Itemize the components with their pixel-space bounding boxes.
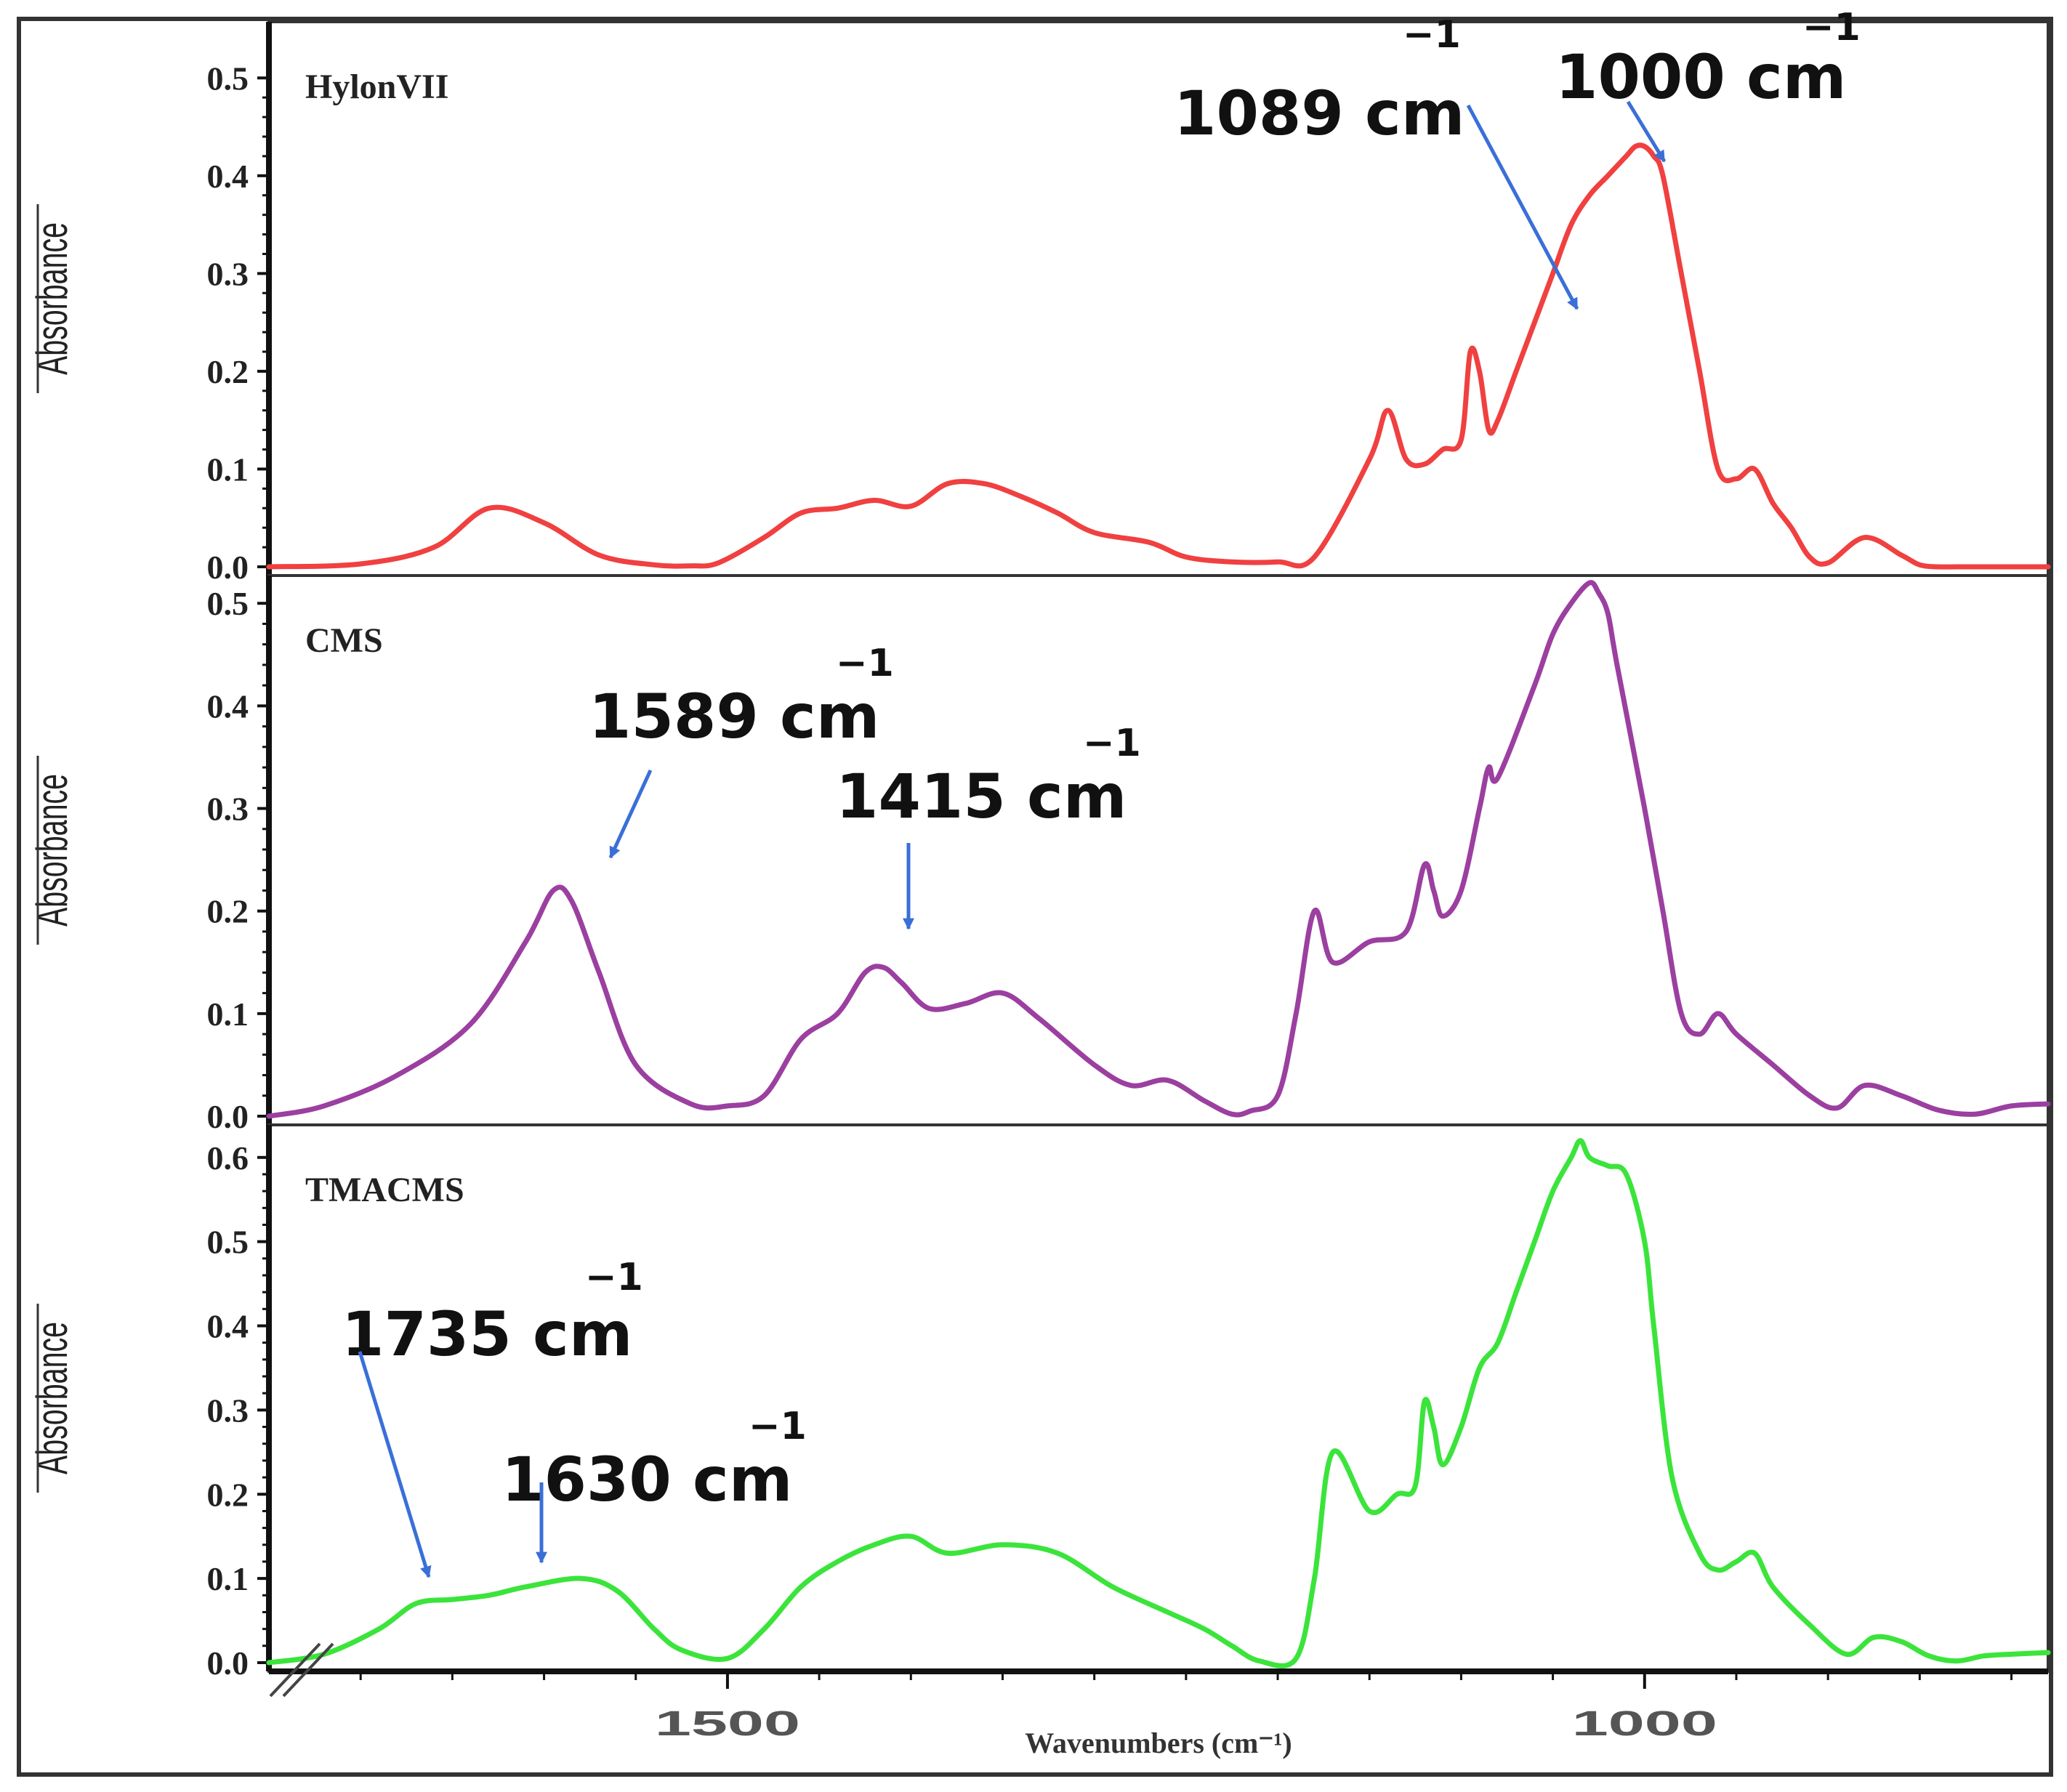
panel-hylonvii: 0.0 0.1 0.2 0.3 0.4 0.5 Absorbance HylonVII 1089… <box>28 6 2051 586</box>
peak-annotation-superscript: −1 <box>1083 722 1141 765</box>
peak-annotation-label: 1589 cm <box>589 681 879 752</box>
y-tick-label: 0.2 <box>207 893 249 930</box>
peak-annotation-label: 1630 cm <box>501 1444 792 1515</box>
peak-annotation-label: 1415 cm <box>836 761 1127 832</box>
y-tick-label: 0.1 <box>207 996 249 1033</box>
y-tick-label: 0.5 <box>207 585 249 622</box>
peak-annotation-1735: 1735 cm−1 <box>342 1256 643 1578</box>
y-axis-label: Absorbance <box>28 774 76 927</box>
peak-arrow <box>358 1351 432 1578</box>
panel-label-hylonvii: HylonVII <box>305 68 448 106</box>
spectrum-line-cms <box>266 580 2051 1119</box>
y-tick-label: 0.6 <box>207 1139 249 1176</box>
spectrum-line-tmacms <box>266 1138 2051 1668</box>
peak-annotation-superscript: −1 <box>1403 13 1461 57</box>
x-axis-label: Wavenumbers (cm⁻¹) <box>1025 1727 1292 1759</box>
y-tick-label: 0.0 <box>207 549 249 586</box>
peak-annotation-label: 1089 cm <box>1174 78 1464 149</box>
peak-annotation-1589: 1589 cm−1 <box>589 642 894 859</box>
x-tick-label: 1000 <box>1572 1704 1717 1743</box>
peak-arrow <box>1466 104 1579 310</box>
y-tick-label: 0.4 <box>207 1308 249 1345</box>
peak-annotation-label: 1000 cm <box>1555 41 1846 113</box>
peak-annotation-label: 1735 cm <box>342 1299 632 1370</box>
y-tick-label: 0.5 <box>207 1224 249 1261</box>
y-tick-label: 0.0 <box>207 1644 249 1682</box>
x-tick-label: 1500 <box>655 1704 800 1743</box>
y-axis-label: Absorbance <box>28 222 76 375</box>
y-tick-label: 0.3 <box>207 255 249 292</box>
peak-annotation-superscript: −1 <box>585 1256 643 1299</box>
panel-label-tmacms: TMACMS <box>305 1171 464 1209</box>
y-tick-label: 0.0 <box>207 1098 249 1135</box>
y-tick-label: 0.1 <box>207 451 249 488</box>
y-tick-label: 0.5 <box>207 60 249 97</box>
peak-annotation-superscript: −1 <box>836 642 894 685</box>
panel-label-cms: CMS <box>305 621 383 660</box>
y-tick-label: 0.2 <box>207 1476 249 1513</box>
peak-arrow <box>608 769 653 859</box>
figure-outer-frame <box>17 17 2053 1777</box>
peak-annotation-1630: 1630 cm−1 <box>501 1405 807 1564</box>
peak-annotation-1089: 1089 cm −1 <box>1174 13 1579 310</box>
y-tick-label: 0.4 <box>207 687 249 725</box>
y-tick-label: 0.1 <box>207 1560 249 1597</box>
y-tick-label: 0.3 <box>207 791 249 828</box>
peak-annotation-superscript: −1 <box>749 1405 807 1448</box>
y-axis-label: Absorbance <box>28 1322 76 1474</box>
spectrum-line-hylonvii <box>266 142 2051 570</box>
axis-break-mark <box>269 1642 334 1698</box>
peak-annotation-superscript: −1 <box>1802 6 1861 49</box>
y-tick-label: 0.4 <box>207 158 249 195</box>
y-tick-label: 0.2 <box>207 353 249 390</box>
peak-annotation-1415: 1415 cm−1 <box>836 722 1141 930</box>
y-tick-label: 0.3 <box>207 1392 249 1429</box>
peak-annotation-1000: 1000 cm−1 <box>1555 6 1861 163</box>
peak-arrow <box>1626 100 1667 163</box>
